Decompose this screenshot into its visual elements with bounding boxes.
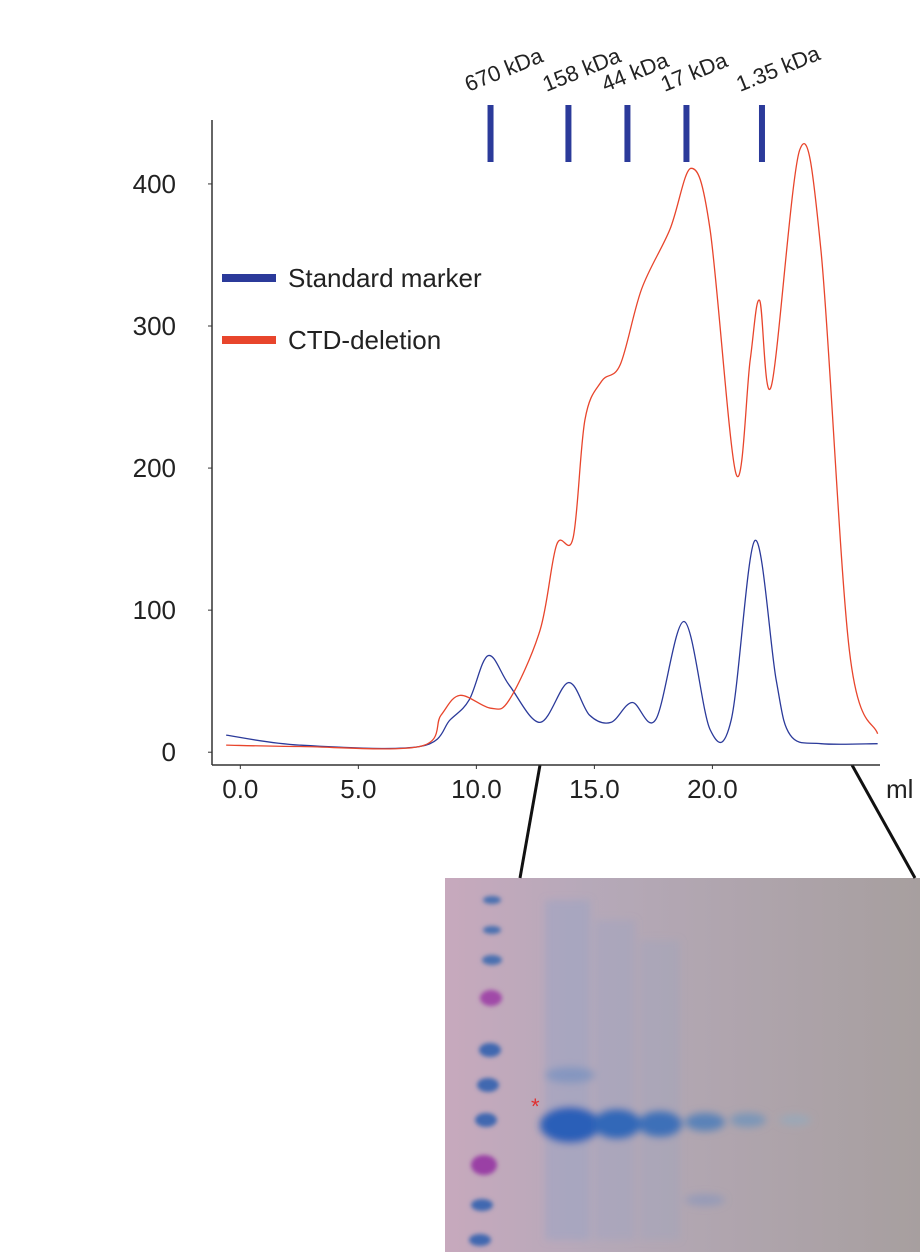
y-tick-label: 300 [133, 311, 176, 341]
y-tick-label: 200 [133, 453, 176, 483]
legend-label: Standard marker [288, 263, 482, 293]
x-tick-label: 10.0 [451, 774, 502, 804]
size-marker [624, 105, 631, 162]
gel-annotation: * [531, 1094, 540, 1119]
line-series [226, 539, 878, 750]
x-tick-label: 15.0 [569, 774, 620, 804]
line-series [226, 143, 879, 750]
size-marker-label: 17 kDa [657, 47, 732, 97]
size-marker [565, 105, 572, 162]
size-marker [758, 105, 765, 162]
x-tick-label: 5.0 [340, 774, 376, 804]
size-marker [683, 105, 690, 162]
y-tick-label: 400 [133, 169, 176, 199]
legend-label: CTD-deletion [288, 325, 441, 355]
size-marker-label: 670 kDa [461, 42, 547, 96]
size-marker [487, 105, 494, 162]
y-tick-label: 0 [162, 737, 176, 767]
size-marker-label: 1.35 kDa [732, 40, 824, 96]
y-tick-label: 100 [133, 595, 176, 625]
x-tick-label: 20.0 [687, 774, 738, 804]
gel-image [445, 764, 920, 1252]
x-tick-label: 0.0 [222, 774, 258, 804]
x-axis-label: ml [886, 774, 913, 804]
